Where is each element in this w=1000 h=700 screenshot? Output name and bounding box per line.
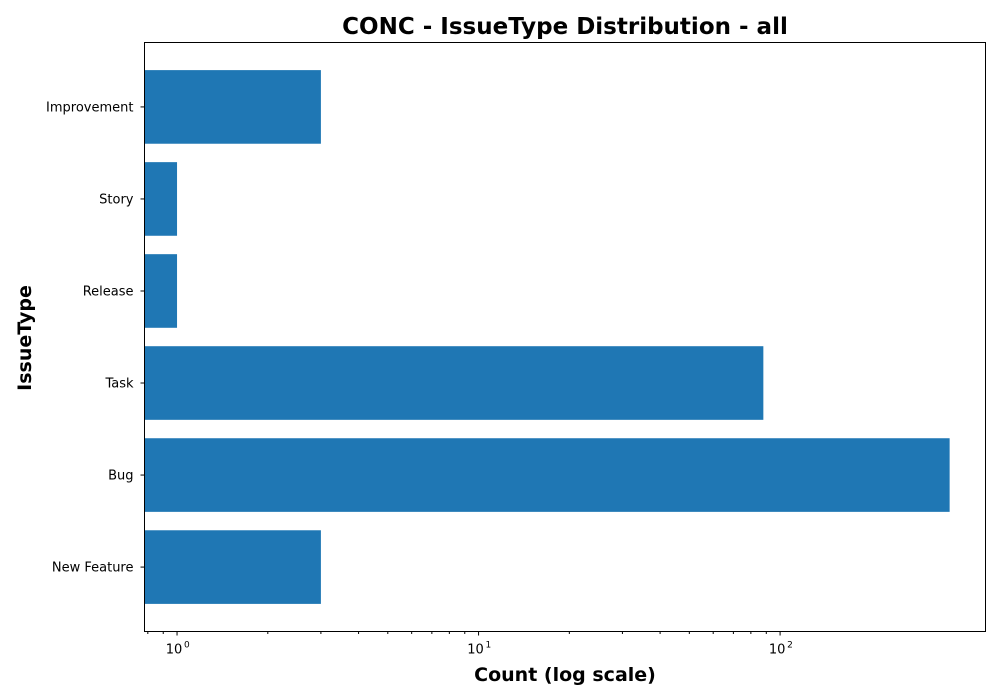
chart-title: CONC - IssueType Distribution - all: [342, 14, 788, 40]
y-tick-label: Task: [104, 377, 134, 392]
y-axis-ticks: New Feature Bug Task Release Story Improvemen…: [46, 100, 145, 576]
y-axis-label: IssueType: [14, 285, 36, 391]
y-tick-label: Release: [83, 284, 134, 299]
x-axis-label: Count (log scale): [474, 664, 656, 686]
bar-new-feature: [144, 530, 321, 604]
y-tick-label: New Feature: [52, 561, 134, 576]
x-tick-exponent: 2: [787, 641, 793, 651]
x-tick-label: 10: [166, 643, 183, 658]
plot-frame: [144, 42, 986, 632]
x-tick-label: 10: [467, 643, 484, 658]
x-tick-exponent: 1: [486, 641, 492, 651]
x-tick-label: 10: [769, 643, 786, 658]
x-tick-exponent: 0: [184, 641, 190, 651]
bars-group: [144, 70, 950, 604]
bar-task: [144, 346, 764, 420]
x-axis-ticks: 10 0 10 1 10 2: [147, 631, 793, 658]
y-tick-label: Bug: [108, 469, 133, 484]
bar-improvement: [144, 70, 321, 144]
bar-bug: [144, 438, 950, 512]
bar-release: [144, 254, 178, 328]
y-tick-label: Improvement: [46, 100, 133, 115]
y-tick-label: Story: [99, 192, 134, 207]
bar-story: [144, 162, 178, 236]
